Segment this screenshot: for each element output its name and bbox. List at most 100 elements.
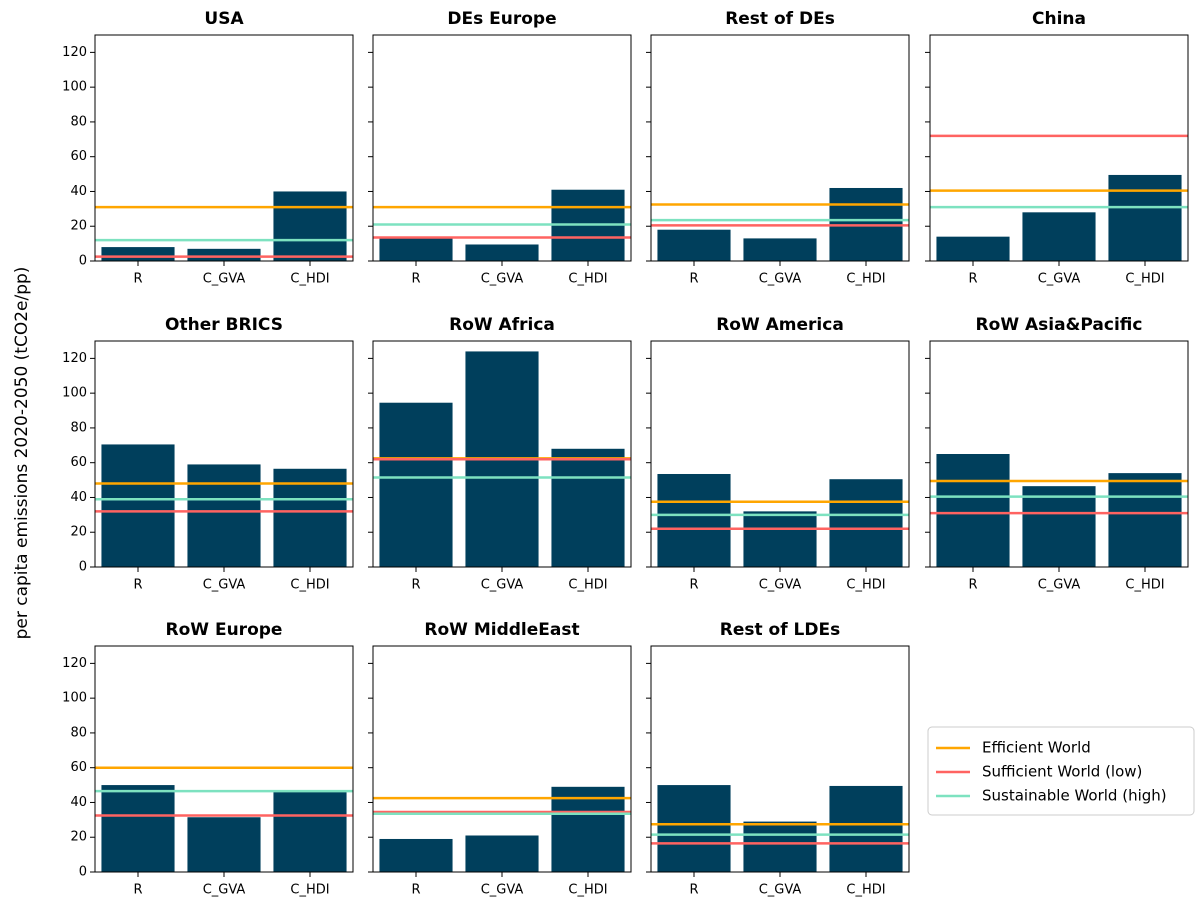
subplot-title: China	[1032, 9, 1086, 29]
y-tick-label: 40	[70, 184, 87, 199]
x-tick-label: R	[689, 883, 698, 897]
subplot: Other BRICS 0 20 40 60 80 100 120 R C_GVA C_HDI	[62, 315, 354, 593]
y-tick-label: 100	[62, 691, 87, 706]
x-tick-label: C_GVA	[759, 578, 802, 593]
bar	[936, 454, 1010, 567]
y-tick-label: 60	[70, 455, 87, 470]
x-tick-label: C_GVA	[1038, 272, 1081, 287]
bar	[465, 835, 539, 872]
x-tick-label: C_HDI	[846, 272, 885, 287]
subplot: RoW America R C_GVA C_HDI	[646, 315, 910, 593]
x-tick-label: C_HDI	[568, 578, 607, 593]
bar	[379, 838, 453, 872]
bar	[936, 236, 1010, 261]
legend-label: Efficient World	[982, 739, 1091, 757]
legend-box	[927, 726, 1195, 816]
y-tick-label: 20	[70, 830, 87, 845]
subplot: RoW Europe 0 20 40 60 80 100 120 R C_GVA C_HDI	[62, 620, 354, 897]
y-tick-label: 20	[70, 525, 87, 540]
y-tick-label: 100	[62, 80, 87, 95]
x-tick-label: R	[133, 883, 142, 897]
bar	[743, 238, 817, 261]
bar	[187, 817, 261, 872]
bar	[1108, 174, 1182, 261]
x-tick-label: C_HDI	[846, 578, 885, 593]
subplot-title: RoW MiddleEast	[424, 620, 579, 640]
axes-frame	[372, 645, 632, 873]
bar	[551, 786, 625, 872]
bar	[1022, 212, 1096, 261]
x-tick-label: R	[689, 272, 698, 287]
subplot-title: DEs Europe	[447, 9, 556, 29]
x-tick-label: C_HDI	[290, 883, 329, 897]
y-tick-label: 120	[62, 351, 87, 366]
subplot-title: USA	[204, 9, 244, 29]
bar	[273, 191, 347, 261]
axes-frame	[929, 340, 1189, 568]
x-tick-label: C_HDI	[290, 272, 329, 287]
y-tick-label: 40	[70, 490, 87, 505]
bar	[379, 402, 453, 567]
axes-frame	[372, 34, 632, 262]
y-tick-label: 40	[70, 795, 87, 810]
y-tick-label: 0	[79, 560, 87, 575]
y-tick-label: 60	[70, 760, 87, 775]
subplot-title: Rest of DEs	[725, 9, 835, 29]
x-tick-label: C_GVA	[1038, 578, 1081, 593]
subplot: Rest of LDEs R C_GVA C_HDI	[646, 620, 910, 897]
y-tick-label: 0	[79, 865, 87, 880]
x-tick-label: C_HDI	[846, 883, 885, 897]
axes-frame	[372, 340, 632, 568]
x-tick-label: C_HDI	[568, 883, 607, 897]
x-tick-label: C_GVA	[481, 883, 524, 897]
y-tick-label: 60	[70, 149, 87, 164]
subplot-title: RoW Asia&Pacific	[976, 315, 1143, 335]
y-tick-label: 20	[70, 219, 87, 234]
subplot-title: Other BRICS	[165, 315, 283, 335]
x-tick-label: C_GVA	[203, 883, 246, 897]
bar	[101, 444, 175, 567]
bar	[379, 238, 453, 261]
x-tick-label: C_GVA	[481, 578, 524, 593]
subplot-title: RoW Europe	[166, 620, 283, 640]
y-tick-label: 80	[70, 114, 87, 129]
subplot-title: RoW America	[716, 315, 844, 335]
subplot: China R C_GVA C_HDI	[925, 9, 1189, 287]
y-tick-label: 120	[62, 45, 87, 60]
x-tick-label: R	[411, 272, 420, 287]
bar	[743, 511, 817, 567]
bar	[657, 473, 731, 567]
x-tick-label: C_GVA	[481, 272, 524, 287]
x-tick-label: R	[968, 272, 977, 287]
y-tick-label: 120	[62, 656, 87, 671]
x-tick-label: R	[133, 578, 142, 593]
bar	[1108, 473, 1182, 567]
x-tick-label: C_GVA	[759, 883, 802, 897]
x-tick-label: C_HDI	[1125, 578, 1164, 593]
x-tick-label: R	[411, 578, 420, 593]
subplot-title: Rest of LDEs	[720, 620, 840, 640]
subplot: RoW MiddleEast R C_GVA C_HDI	[368, 620, 632, 897]
x-tick-label: C_HDI	[1125, 272, 1164, 287]
x-tick-label: R	[968, 578, 977, 593]
subplot-title: RoW Africa	[449, 315, 555, 335]
y-tick-label: 0	[79, 254, 87, 269]
bar	[101, 785, 175, 872]
y-tick-label: 80	[70, 725, 87, 740]
bar	[465, 244, 539, 261]
subplot: RoW Africa R C_GVA C_HDI	[368, 315, 632, 593]
bar	[657, 229, 731, 261]
bar	[101, 247, 175, 261]
subplot: Rest of DEs R C_GVA C_HDI	[646, 9, 910, 287]
bar	[829, 785, 903, 872]
x-tick-label: R	[689, 578, 698, 593]
axes-frame	[94, 340, 354, 568]
axes-frame	[929, 34, 1189, 262]
legend-label: Sufficient World (low)	[982, 763, 1142, 781]
subplot: USA 0 20 40 60 80 100 120 R C_GVA C_HDI	[62, 9, 354, 287]
bar	[551, 448, 625, 567]
y-axis-label: per capita emissions 2020-2050 (tCO2e/pp…	[12, 267, 32, 640]
bar	[187, 464, 261, 567]
x-tick-label: C_GVA	[203, 578, 246, 593]
